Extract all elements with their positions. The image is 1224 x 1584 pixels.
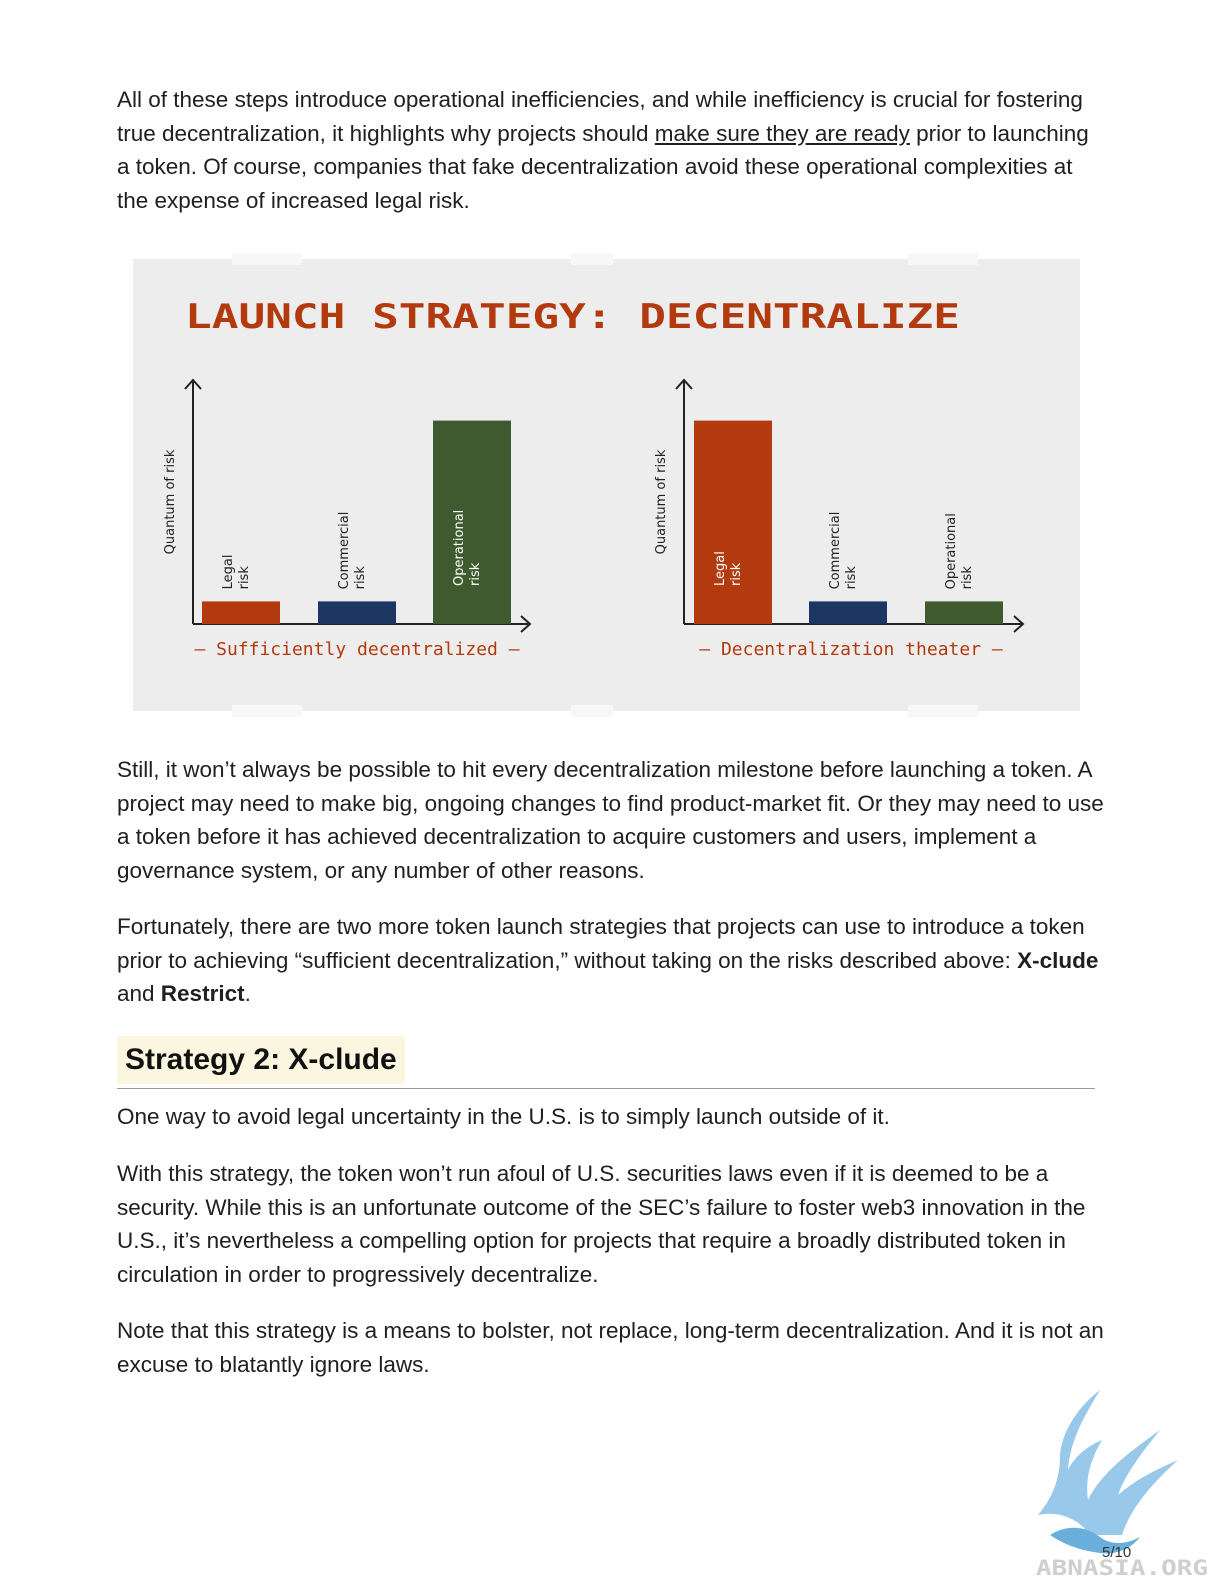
y-axis-arrow-icon	[184, 378, 202, 390]
bar-operational-risk	[433, 420, 511, 624]
paragraph-text: prior to launching a token. Of course, c…	[117, 120, 1089, 213]
paragraph-5: With this strategy, the token won’t run …	[117, 1161, 1086, 1287]
notch-bottom-3	[908, 705, 978, 717]
paragraph-text: and	[117, 981, 161, 1006]
paragraph-1: All of these steps introduce operational…	[117, 83, 1107, 217]
category-label: Operational	[452, 510, 467, 586]
x-axis-label: — Sufficiently decentralized —	[194, 639, 519, 660]
paragraph-text: .	[244, 981, 251, 1006]
category-label: risk	[237, 566, 252, 590]
notch-top-1	[232, 253, 302, 265]
bar-legal-risk	[694, 420, 772, 624]
category-label: Operational	[944, 513, 959, 589]
category-label: Commercial	[337, 512, 352, 590]
make-sure-ready-link[interactable]: make sure they are ready	[654, 120, 910, 146]
category-label: risk	[353, 566, 368, 590]
paragraph-3: Fortunately, there are two more token la…	[117, 910, 1107, 1011]
restrict-bold: Restrict	[160, 981, 245, 1006]
notch-bottom-2	[571, 705, 613, 717]
x-clude-bold: X-clude	[1017, 947, 1099, 973]
paragraph-4: One way to avoid legal uncertainty in th…	[117, 1104, 890, 1129]
abnasia-logo: ABNASIA.ORG	[1036, 1390, 1208, 1580]
x-axis-arrow-icon	[1013, 615, 1025, 633]
y-axis-label: Quantum of risk	[163, 449, 178, 554]
y-axis-label: Quantum of risk	[654, 449, 669, 554]
y-axis-arrow-icon	[675, 378, 693, 390]
section-heading: Strategy 2: X-clude	[117, 1036, 405, 1084]
paragraph-6: Note that this strategy is a means to bo…	[117, 1318, 1104, 1377]
bar-commercial-risk	[318, 601, 396, 624]
chart-title: LAUNCH STRATEGY: DECENTRALIZE	[185, 297, 960, 337]
paragraph-text: Fortunately, there are two more token la…	[117, 914, 1085, 973]
figure-background	[133, 259, 1080, 711]
category-label: risk	[468, 562, 483, 586]
notch-bottom-1	[232, 705, 302, 717]
paragraph-2: Still, it won’t always be possible to hi…	[117, 757, 1104, 883]
category-label: Legal	[221, 555, 236, 590]
section-heading-wrap: Strategy 2: X-clude	[117, 1036, 1095, 1089]
category-label: risk	[960, 566, 975, 590]
category-label: Legal	[713, 551, 728, 586]
category-label: risk	[729, 562, 744, 586]
category-label: risk	[844, 566, 859, 590]
bar-commercial-risk	[809, 601, 887, 624]
griffin-wing-icon	[1038, 1390, 1178, 1535]
paragraph-text: All of these steps introduce operational…	[117, 87, 1083, 146]
notch-top-3	[908, 253, 978, 265]
x-axis-arrow-icon	[520, 615, 532, 633]
griffin-body-icon	[1050, 1527, 1140, 1554]
category-label: Commercial	[828, 512, 843, 590]
x-axis-label: — Decentralization theater —	[699, 639, 1003, 660]
notch-top-2	[571, 253, 613, 265]
page-number: 5/10	[1102, 1544, 1132, 1561]
logo-text: ABNASIA.ORG	[1036, 1556, 1208, 1580]
bar-legal-risk	[202, 601, 280, 624]
bar-operational-risk	[925, 601, 1003, 624]
launch-strategy-figure: LAUNCH STRATEGY: DECENTRALIZE Quantum of…	[133, 253, 1080, 717]
